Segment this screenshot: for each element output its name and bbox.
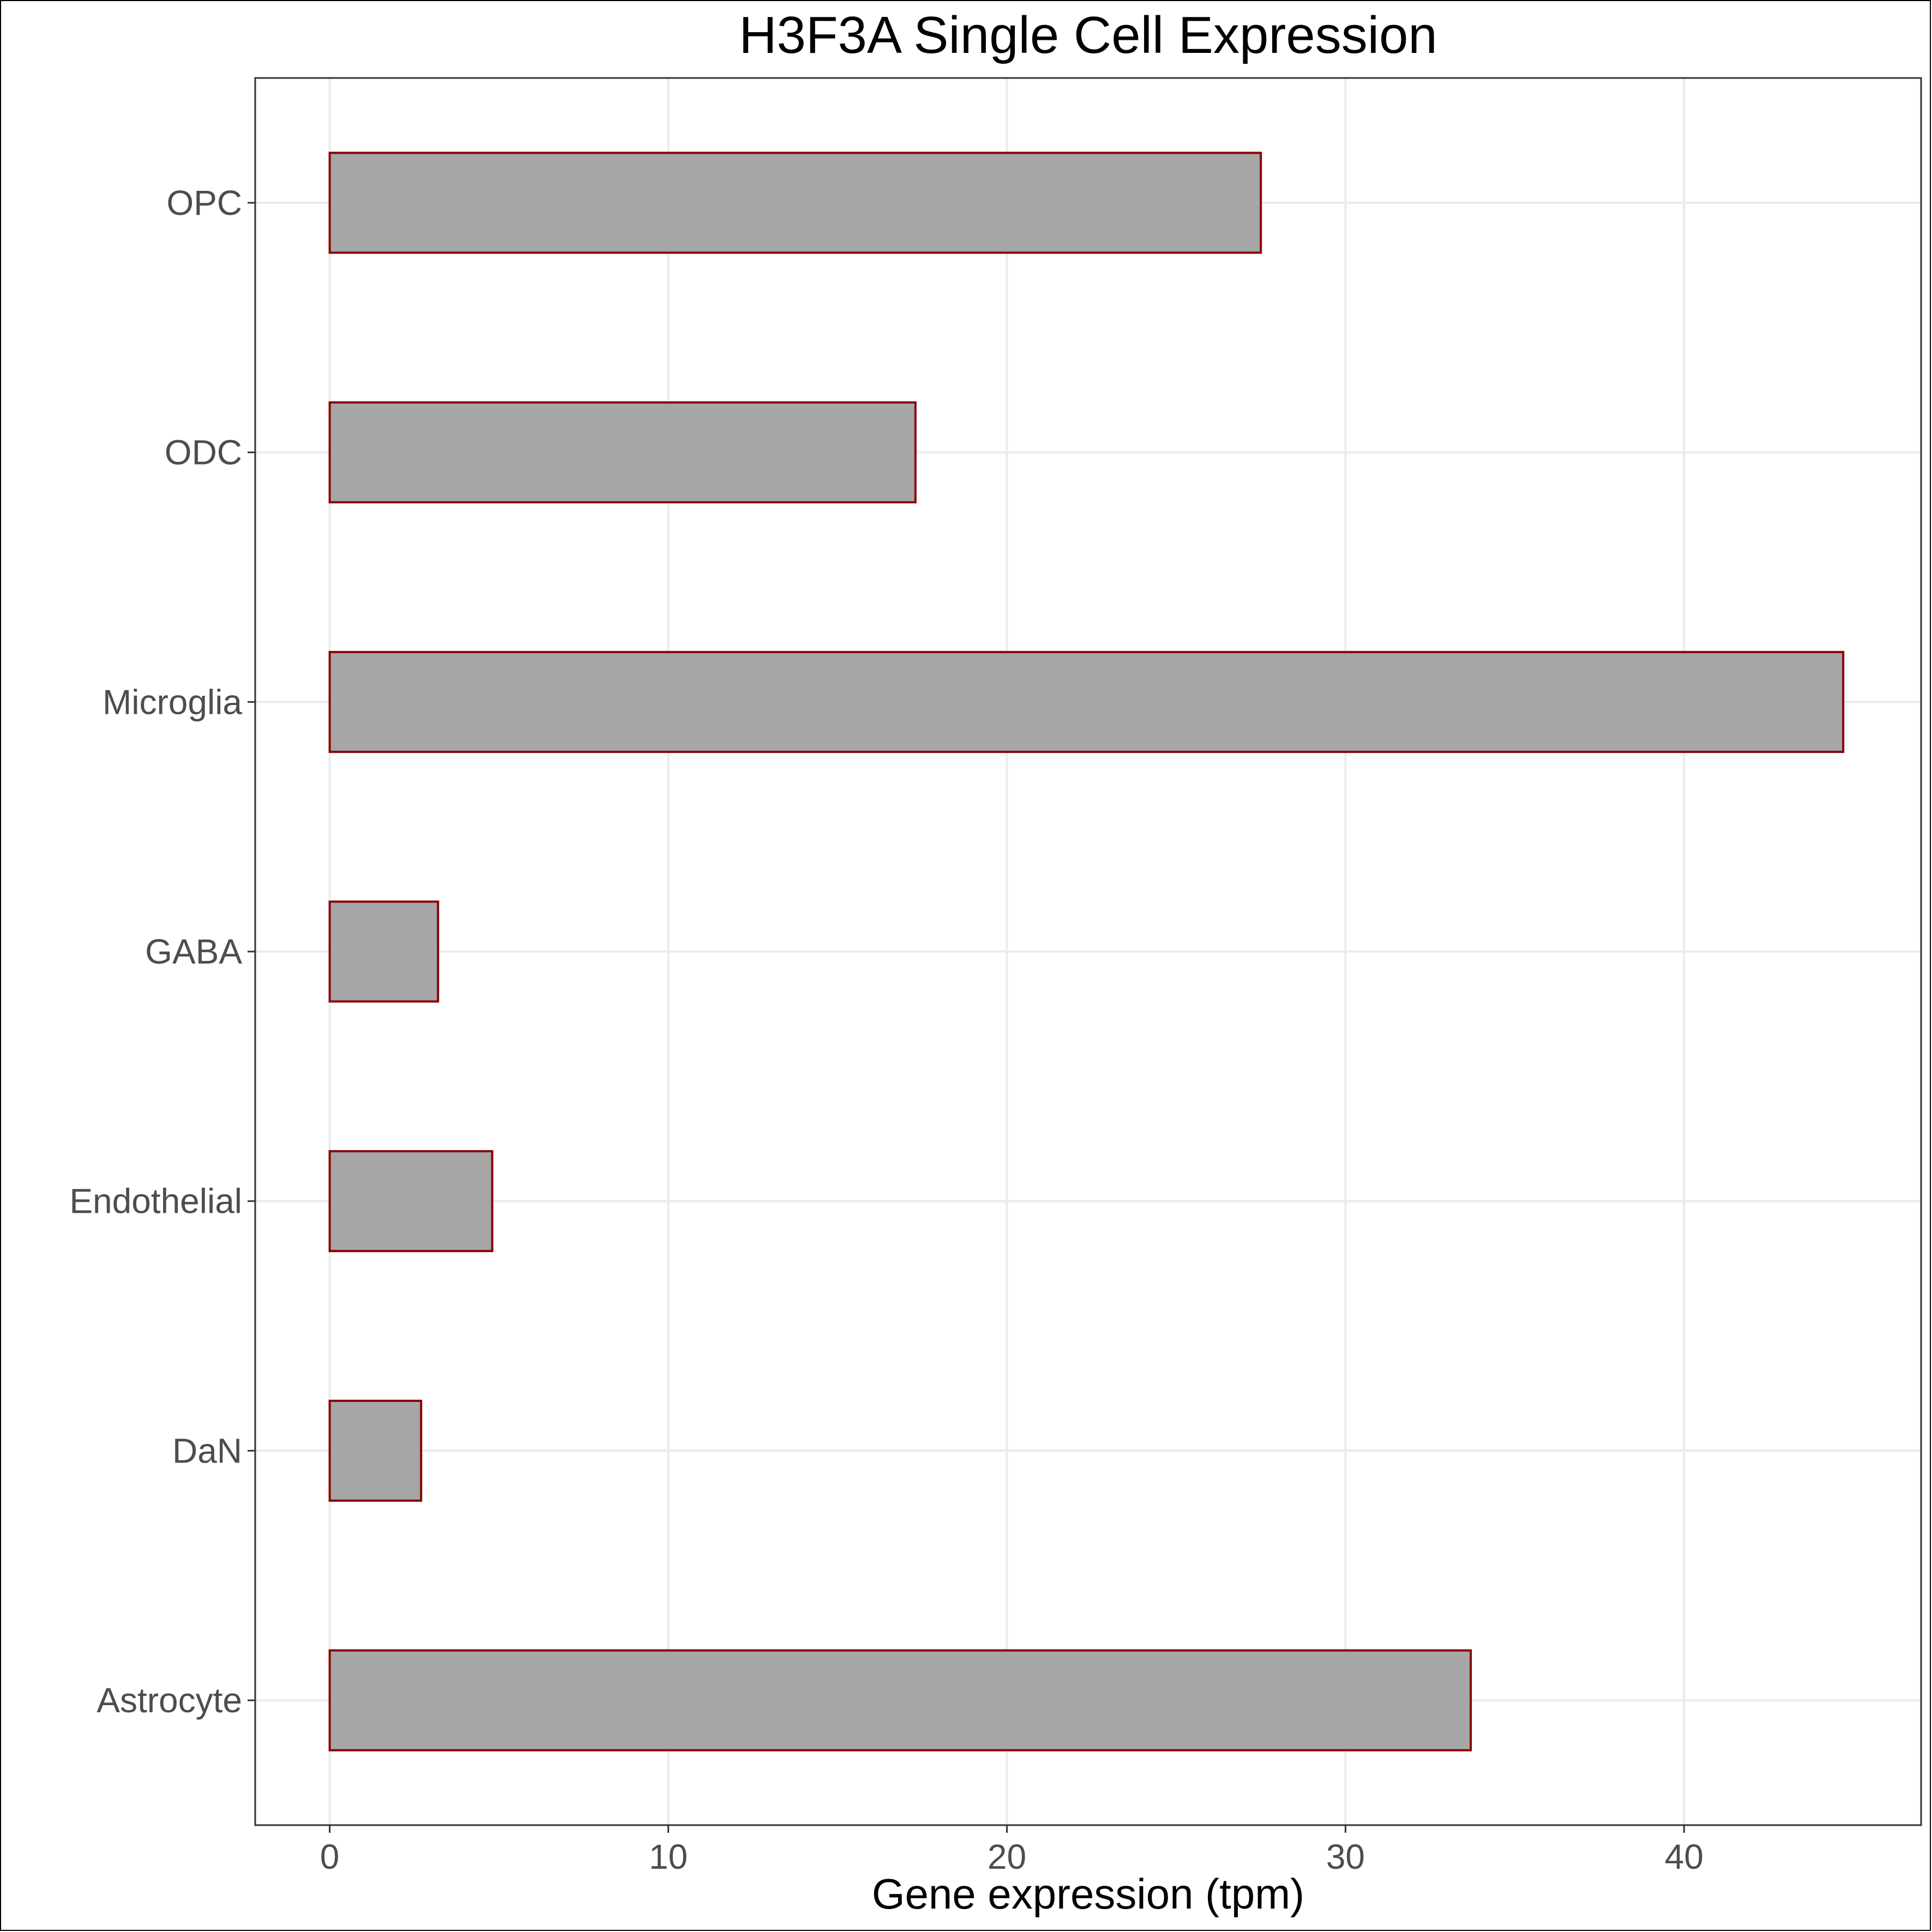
y-tick-label: Endothelial [69,1182,242,1221]
axis-layer: Astrocyte DaN Endothelial GABA Microglia ODC O… [69,183,1704,1876]
x-axis-title: Gene expression (tpm) [872,1870,1304,1918]
y-tick-label: GABA [145,932,242,971]
bar-endothelial [328,1150,493,1253]
bar-dan [328,1399,423,1502]
bar-odc [328,401,917,504]
grid-layer [255,78,1921,1825]
y-tick-label: Microglia [103,682,242,721]
x-tick-label: 40 [1665,1837,1704,1876]
bar-astrocyte [328,1649,1472,1752]
bar-opc [328,152,1262,254]
x-tick-label: 30 [1326,1837,1365,1876]
x-tick-label: 0 [320,1837,340,1876]
chart-title: H3F3A Single Cell Expression [739,6,1437,64]
bar-layer [328,152,1845,1752]
y-tick-label: DaN [172,1431,242,1470]
y-tick-label: Astrocyte [97,1681,242,1720]
y-tick-label: ODC [165,433,242,472]
y-tick-label: OPC [166,183,242,222]
bar-microglia [328,651,1845,753]
x-tick-label: 10 [649,1837,688,1876]
bar-gaba [328,900,440,1003]
x-tick-label: 20 [988,1837,1026,1876]
panel-border [254,77,1922,1826]
